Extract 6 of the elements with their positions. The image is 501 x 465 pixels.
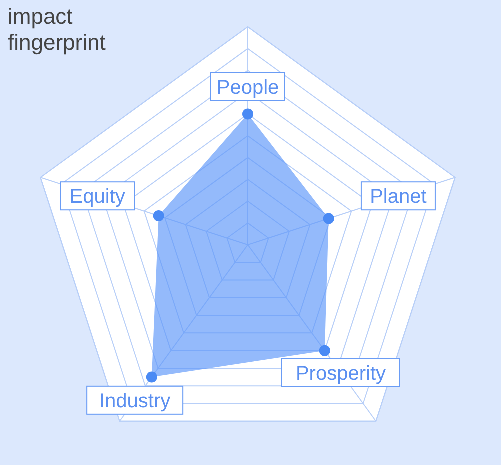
spoke-label: Industry: [100, 390, 171, 412]
spoke-label: Planet: [370, 186, 428, 208]
chart-title: impact fingerprint: [8, 4, 106, 56]
spoke-label: Prosperity: [296, 362, 386, 385]
spoke-label: People: [216, 76, 280, 99]
spoke-label: Equity: [70, 186, 126, 208]
